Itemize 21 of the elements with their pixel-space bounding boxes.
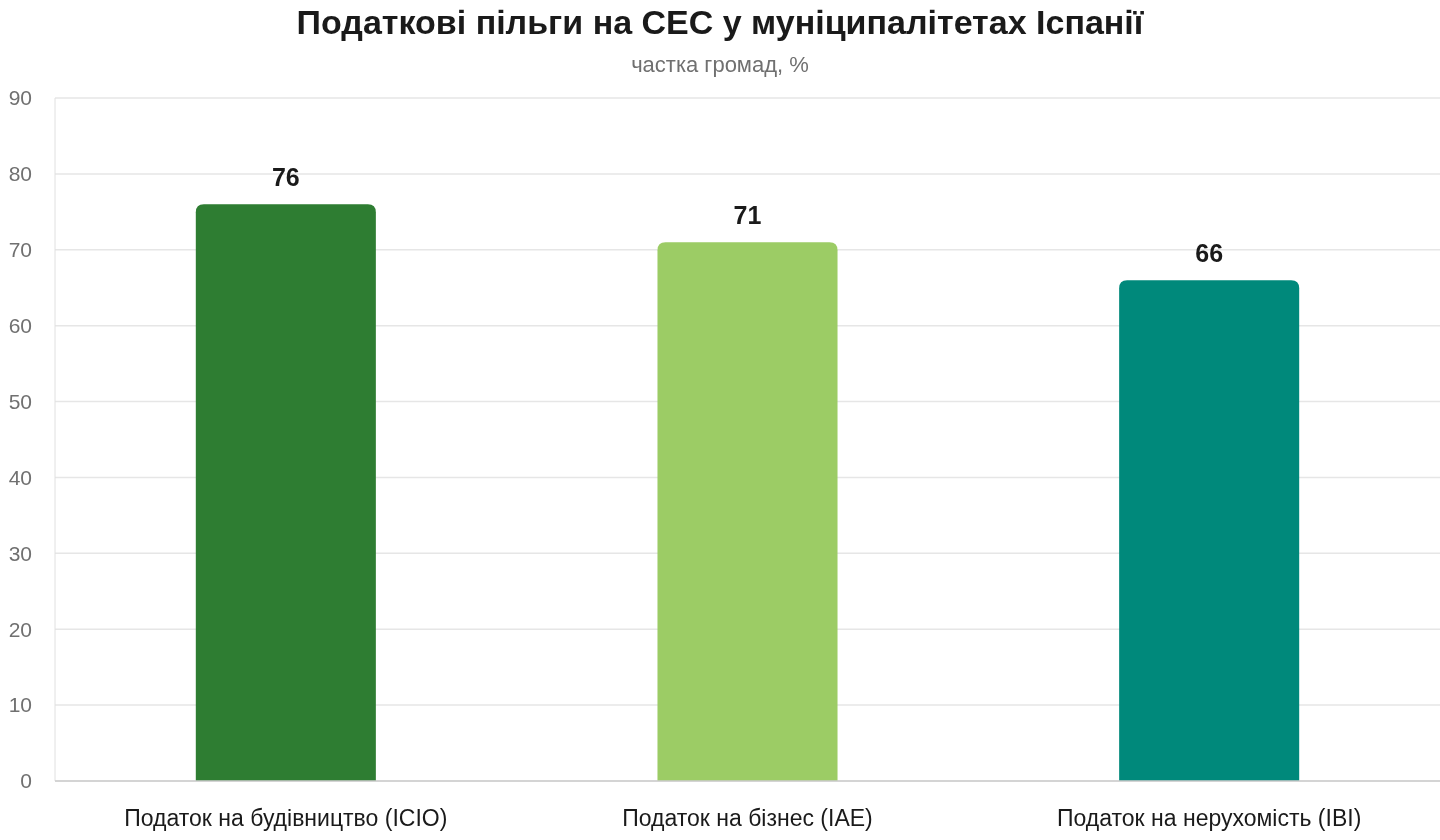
y-tick-label: 30 xyxy=(8,541,32,565)
bar xyxy=(1119,280,1300,781)
chart-subtitle: частка громад, % xyxy=(631,52,809,77)
y-tick-label: 80 xyxy=(8,162,32,186)
y-tick-label: 70 xyxy=(8,238,32,262)
y-tick-label: 50 xyxy=(8,389,32,413)
y-tick-label: 10 xyxy=(8,693,32,717)
bar xyxy=(657,242,838,781)
data-label: 66 xyxy=(1195,239,1224,268)
y-tick-label: 0 xyxy=(20,769,32,793)
y-tick-label: 20 xyxy=(8,617,32,641)
bar xyxy=(195,204,376,781)
x-tick-label: Податок на будівництво (ICIO) xyxy=(124,805,448,831)
y-tick-label: 60 xyxy=(8,314,32,338)
x-tick-label: Податок на бізнес (IAE) xyxy=(622,805,873,831)
data-label: 71 xyxy=(733,201,762,230)
data-label: 76 xyxy=(271,163,300,192)
y-tick-label: 90 xyxy=(8,86,32,110)
x-tick-label: Податок на нерухомість (IBI) xyxy=(1057,805,1362,831)
chart-title: Податкові пільги на СЕС у муніципалітетах Іспанії xyxy=(296,3,1145,41)
y-tick-label: 40 xyxy=(8,465,32,489)
